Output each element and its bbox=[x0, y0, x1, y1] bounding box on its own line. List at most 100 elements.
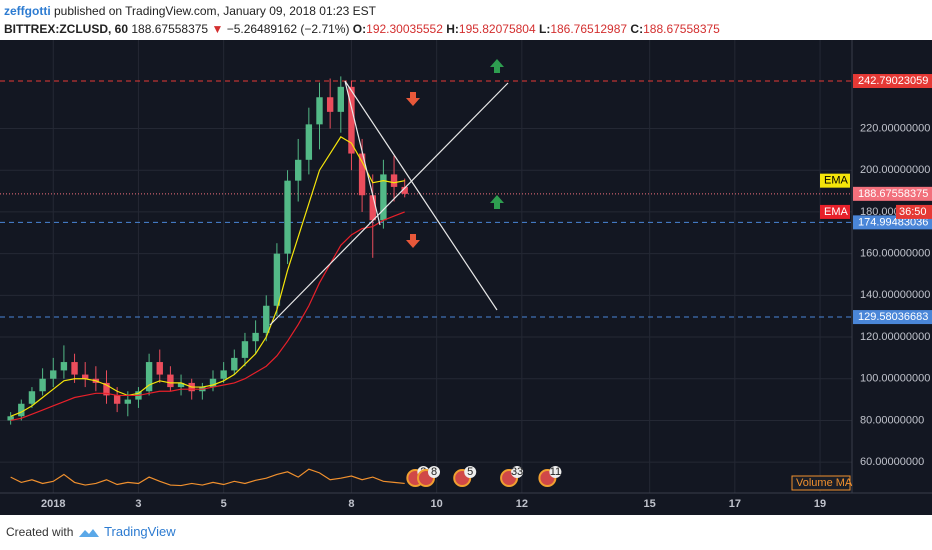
legend-label: Volume MA bbox=[796, 477, 853, 489]
event-label: 5 bbox=[467, 466, 473, 478]
event-badge bbox=[511, 466, 524, 478]
l-label: L: bbox=[539, 22, 551, 36]
line-2: BITTREX:ZCLUSD, 60 188.67558375 ▼ −5.264… bbox=[4, 20, 720, 38]
candle-body bbox=[348, 86, 355, 154]
candle-body bbox=[177, 382, 185, 388]
footer: Created with TradingView bbox=[6, 524, 176, 540]
logo-shape bbox=[78, 528, 99, 537]
level-tag bbox=[853, 74, 932, 89]
line-1: zeffgotti published on TradingView.com, … bbox=[4, 2, 720, 20]
event-badge bbox=[549, 466, 562, 478]
level-tag bbox=[853, 310, 932, 325]
candle-body bbox=[284, 180, 291, 254]
event-label: 11 bbox=[550, 466, 561, 478]
y-tick-label: 160.00000000 bbox=[860, 248, 930, 260]
candle-body bbox=[28, 391, 36, 404]
candle-body bbox=[241, 341, 249, 358]
y-tick-label: 200.00000000 bbox=[860, 164, 930, 176]
ema-label: EMA bbox=[824, 206, 849, 218]
candle-body bbox=[82, 374, 89, 379]
arrows bbox=[406, 59, 504, 248]
candle-body bbox=[401, 186, 408, 194]
trend-line bbox=[344, 80, 498, 311]
header: zeffgotti published on TradingView.com, … bbox=[4, 2, 720, 38]
arrow-up bbox=[490, 195, 504, 209]
candle-body bbox=[209, 378, 217, 388]
candle-body bbox=[380, 174, 387, 221]
candle-body bbox=[358, 153, 366, 196]
background bbox=[0, 40, 932, 515]
trend-line bbox=[344, 80, 381, 226]
y-tick-label: 120.00000000 bbox=[860, 331, 930, 343]
candle-body bbox=[220, 370, 227, 379]
candle-body bbox=[156, 362, 163, 375]
candle-body bbox=[7, 416, 14, 421]
candle-body bbox=[326, 97, 334, 112]
series-line bbox=[10, 136, 405, 417]
level-label: 174.99483036 bbox=[858, 216, 928, 228]
event-badge bbox=[464, 466, 477, 478]
c-label: C: bbox=[630, 22, 644, 36]
y-tick-label: 140.00000000 bbox=[860, 289, 930, 301]
candle-body bbox=[145, 362, 153, 392]
arrow-down bbox=[406, 234, 420, 248]
arrow: ▼ bbox=[211, 22, 224, 36]
candle-body bbox=[390, 174, 398, 187]
x-tick-label: 17 bbox=[729, 498, 741, 510]
c: 188.67558375 bbox=[643, 22, 720, 36]
x-tick-label: 2018 bbox=[41, 498, 65, 510]
candle-body bbox=[39, 378, 46, 392]
y-tick-label: 220.00000000 bbox=[860, 122, 930, 134]
candle-body bbox=[103, 382, 110, 396]
x-tick-label: 10 bbox=[431, 498, 443, 510]
candle-body bbox=[337, 86, 344, 112]
y-tick-label: 80.00000000 bbox=[860, 414, 924, 426]
series-line bbox=[10, 468, 405, 487]
ema-label: EMA bbox=[824, 175, 849, 187]
candle-body bbox=[167, 374, 174, 388]
candle-body bbox=[71, 362, 78, 375]
ema-tag bbox=[820, 173, 850, 188]
axis-labels: 60.00000000 80.00000000 100.00000000 120.00… bbox=[41, 74, 932, 510]
x-tick-label: 12 bbox=[516, 498, 528, 510]
y-tick-label: 100.00000000 bbox=[860, 373, 930, 385]
price-axis bbox=[852, 40, 932, 515]
l: 186.76512987 bbox=[550, 22, 628, 36]
author[interactable]: zeffgotti bbox=[4, 4, 51, 18]
drawings bbox=[269, 80, 509, 326]
trend-line bbox=[269, 82, 509, 326]
x-tick-label: 3 bbox=[135, 498, 141, 510]
candle-body bbox=[60, 362, 68, 371]
marks: 2853311 bbox=[0, 76, 852, 487]
candle-body bbox=[316, 97, 323, 125]
event-label: 8 bbox=[431, 466, 437, 478]
o: 192.30035552 bbox=[366, 22, 443, 36]
ema-tag bbox=[820, 204, 850, 219]
brand[interactable]: TradingView bbox=[104, 524, 176, 539]
candle-body bbox=[369, 195, 376, 221]
series-line bbox=[10, 211, 405, 422]
created: Created with bbox=[6, 525, 74, 539]
h: 195.82075804 bbox=[458, 22, 536, 36]
grid bbox=[0, 40, 852, 493]
level-label: 129.58036683 bbox=[858, 311, 928, 323]
y-tick-label: 60.00000000 bbox=[860, 456, 924, 468]
published: published on TradingView.com, January 09… bbox=[54, 4, 376, 18]
change: −5.26489162 (−2.71%) bbox=[226, 22, 350, 36]
x-tick-label: 5 bbox=[221, 498, 227, 510]
level-label: 188.67558375 bbox=[858, 188, 928, 200]
symbol: BITTREX:ZCLUSD, 60 bbox=[4, 22, 129, 36]
candle-body bbox=[50, 370, 57, 379]
event-label: 33 bbox=[511, 466, 523, 478]
x-tick-label: 8 bbox=[348, 498, 354, 510]
x-tick-label: 19 bbox=[814, 498, 826, 510]
last: 188.67558375 bbox=[131, 22, 209, 36]
h-label: H: bbox=[446, 22, 459, 36]
event-badge bbox=[428, 466, 440, 478]
arrow-up bbox=[490, 59, 504, 73]
legend-box bbox=[791, 475, 851, 491]
candle-body bbox=[113, 395, 121, 404]
level-tag bbox=[853, 186, 932, 201]
candle-body bbox=[252, 332, 259, 342]
